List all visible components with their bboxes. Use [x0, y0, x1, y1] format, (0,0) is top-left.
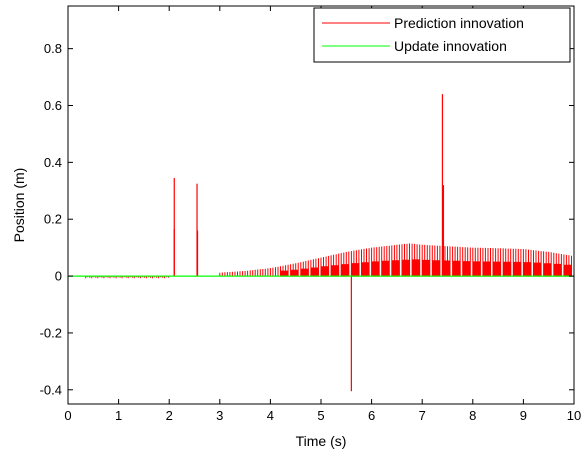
x-axis-label: Time (s): [296, 433, 347, 449]
y-tick-label: -0.2: [40, 325, 62, 340]
y-tick-label: 0: [55, 269, 62, 284]
x-tick-label: 3: [216, 408, 223, 423]
x-tick-label: 10: [567, 408, 581, 423]
legend-box: [313, 7, 571, 63]
plot-area: 0 1 2 3 4 5 6 7 8 9 10 -0.4 -0.2 0 0.2 0.4 0.6 0.8: [40, 5, 581, 423]
legend-entry-update-innovation: Update innovation: [394, 38, 507, 54]
prediction-innovation-line: [85, 243, 572, 279]
y-tick-label: 0.6: [44, 98, 62, 113]
x-tick-label: 0: [64, 408, 71, 423]
y-tick-label: 0.8: [44, 41, 62, 56]
legend: Prediction innovation Update innovation: [313, 7, 571, 63]
x-tick-label: 1: [115, 408, 122, 423]
y-tick-label: 0.4: [44, 155, 62, 170]
legend-entry-prediction-innovation: Prediction innovation: [394, 15, 524, 31]
x-tick-label: 5: [317, 408, 324, 423]
y-axis-label: Position (m): [11, 168, 27, 243]
axes-box: [67, 5, 575, 405]
x-tick-label: 2: [166, 408, 173, 423]
x-tick-label: 8: [469, 408, 476, 423]
x-tick-label: 9: [520, 408, 527, 423]
y-tick-label: 0.2: [44, 212, 62, 227]
x-tick-label: 6: [368, 408, 375, 423]
y-tick-label: -0.4: [40, 382, 62, 397]
x-tick-label: 7: [419, 408, 426, 423]
x-tick-label: 4: [267, 408, 274, 423]
